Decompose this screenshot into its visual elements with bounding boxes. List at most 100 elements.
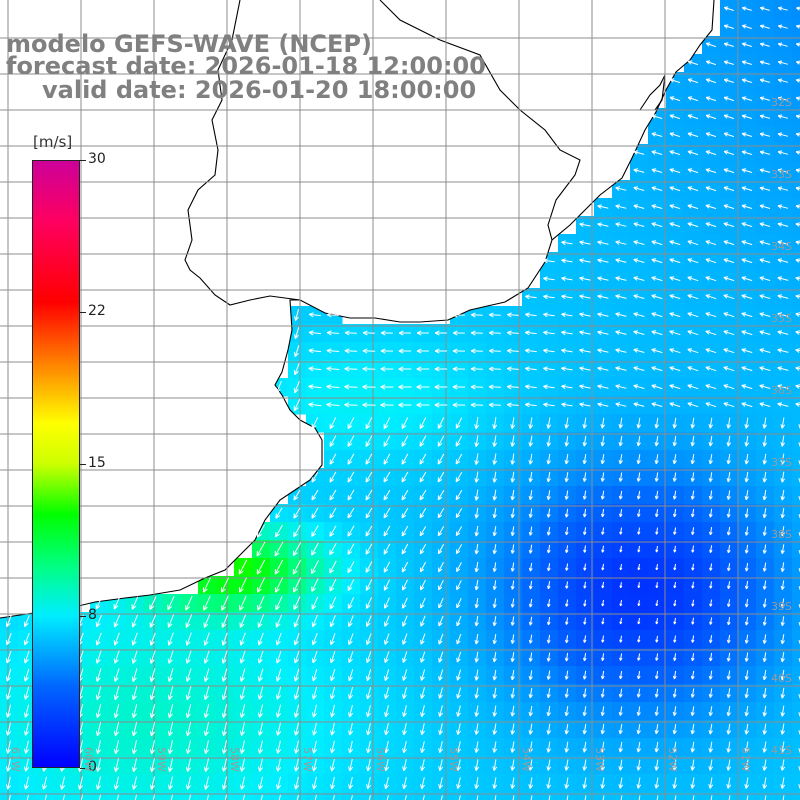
wind-arrow: [452, 384, 466, 390]
wind-arrow: [780, 453, 786, 465]
wind-arrow: [221, 577, 229, 593]
wind-arrow: [654, 706, 659, 716]
wind-arrow: [402, 777, 407, 790]
wind-arrow: [221, 740, 227, 754]
wind-arrow: [492, 634, 497, 645]
wind-arrow: [777, 186, 789, 191]
wind-arrow: [329, 507, 337, 519]
wind-arrow: [329, 578, 337, 592]
wind-arrow: [546, 490, 551, 500]
wind-arrow: [759, 294, 771, 299]
wind-arrow: [759, 222, 771, 227]
wind-arrow: [636, 777, 642, 789]
wind-arrow: [365, 507, 373, 519]
wind-arrow: [741, 204, 753, 209]
wind-cell: [792, 162, 800, 181]
wind-arrow: [260, 794, 263, 800]
wind-arrow: [547, 617, 551, 626]
wind-arrow: [705, 294, 717, 300]
wind-arrow: [708, 454, 713, 465]
wind-arrow: [510, 705, 516, 717]
wind-arrow: [474, 615, 479, 627]
wind-arrow: [727, 599, 731, 607]
wind-arrow: [528, 652, 533, 662]
wind-arrow: [326, 348, 340, 354]
wind-arrow: [506, 402, 519, 408]
wind-arrow: [398, 330, 411, 336]
wind-arrow: [275, 524, 283, 538]
wind-arrow: [744, 777, 750, 789]
wind-arrow: [224, 794, 228, 800]
wind-arrow: [185, 614, 193, 628]
wind-arrow: [416, 402, 430, 408]
wind-cell: [792, 504, 800, 523]
wind-arrow: [618, 472, 623, 482]
wind-arrow: [618, 417, 624, 429]
wind-arrow: [528, 526, 533, 536]
longitude-label: 51W: [739, 747, 752, 772]
wind-arrow: [780, 652, 785, 663]
wind-arrow: [597, 402, 609, 407]
wind-arrow: [579, 312, 591, 318]
wind-arrow: [601, 545, 605, 553]
wind-arrow: [690, 472, 695, 482]
wind-arrow: [528, 435, 534, 447]
wind-arrow: [795, 258, 800, 263]
wind-arrow: [330, 776, 336, 790]
wind-arrow: [308, 366, 322, 372]
wind-arrow: [401, 561, 409, 573]
wind-arrow: [687, 96, 699, 102]
wind-arrow: [528, 634, 533, 644]
wind-arrow: [494, 795, 497, 800]
wind-arrow: [438, 615, 444, 627]
wind-arrow: [293, 632, 300, 646]
wind-arrow: [565, 599, 569, 607]
wind-arrow: [384, 705, 389, 718]
wind-arrow: [344, 330, 357, 336]
wind-arrow: [528, 453, 534, 465]
wind-arrow: [383, 507, 391, 519]
wind-arrow: [437, 417, 445, 429]
wind-arrow: [456, 633, 462, 645]
wind-arrow: [618, 435, 623, 447]
wind-cell: [792, 126, 800, 145]
wind-arrow: [780, 777, 786, 789]
wind-arrow: [293, 363, 300, 376]
wind-arrow: [293, 577, 301, 593]
wind-arrow: [546, 723, 552, 735]
wind-arrow: [384, 615, 390, 627]
wind-arrow: [561, 402, 573, 408]
wind-arrow: [275, 704, 282, 718]
wind-arrow: [438, 561, 444, 573]
wind-arrow: [26, 794, 29, 800]
wind-arrow: [510, 580, 515, 590]
wind-cell: [234, 792, 253, 800]
wind-arrow: [600, 706, 605, 716]
wind-arrow: [275, 632, 282, 646]
wind-arrow: [651, 186, 663, 191]
wind-arrow: [437, 453, 445, 465]
wind-arrow: [582, 472, 587, 482]
wind-arrow: [402, 669, 408, 681]
wind-arrow: [762, 598, 767, 608]
wind-arrow: [690, 759, 696, 771]
wind-arrow: [365, 543, 373, 555]
wind-arrow: [59, 776, 66, 790]
wind-arrow: [383, 525, 391, 537]
wind-arrow: [762, 705, 768, 717]
wind-arrow: [185, 686, 192, 701]
wind-arrow: [582, 490, 587, 500]
wind-arrow: [744, 526, 749, 536]
wind-arrow: [420, 741, 425, 754]
wind-arrow: [637, 564, 641, 571]
wind-arrow: [672, 688, 677, 698]
wind-arrow: [546, 453, 552, 465]
wind-arrow: [525, 366, 537, 372]
wind-arrow: [206, 794, 210, 800]
wind-arrow: [23, 668, 30, 682]
wind-arrow: [744, 688, 749, 699]
wind-arrow: [366, 758, 372, 772]
wind-arrow: [203, 614, 211, 628]
wind-arrow: [546, 472, 551, 483]
wind-arrow: [579, 240, 591, 245]
